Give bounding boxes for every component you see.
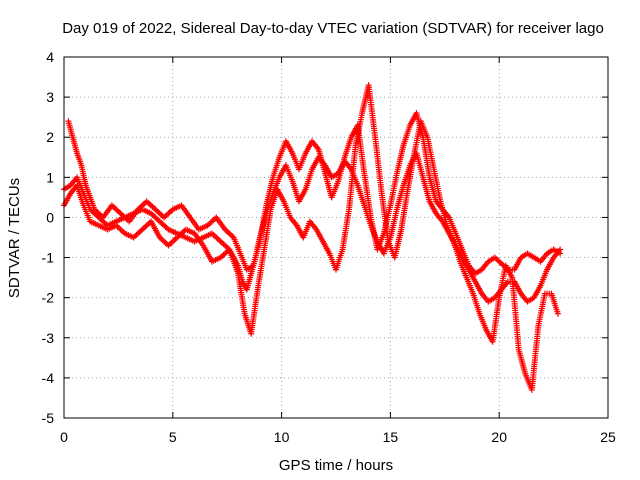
x-tick-label: 10 — [274, 429, 290, 445]
series-band-c — [65, 110, 564, 277]
x-axis-label: GPS time / hours — [279, 457, 393, 474]
y-tick-label: 1 — [46, 169, 54, 185]
x-tick-label: 25 — [600, 429, 616, 445]
y-tick-label: -1 — [42, 250, 55, 266]
series-band-b — [61, 82, 561, 393]
y-tick-label: -2 — [42, 290, 55, 306]
y-tick-label: -5 — [42, 410, 55, 426]
y-tick-label: 2 — [46, 129, 54, 145]
y-tick-label: 4 — [46, 49, 54, 65]
data-point — [554, 310, 561, 317]
axis-ticks: 0 5 10 15 20 25 -5 -4 -3 -2 -1 0 1 2 3 4 — [42, 49, 616, 445]
y-tick-label: 0 — [46, 209, 54, 225]
chart-title: Day 019 of 2022, Sidereal Day-to-day VTE… — [62, 20, 604, 37]
data-points — [61, 82, 564, 393]
x-tick-label: 0 — [60, 429, 68, 445]
y-tick-label: -4 — [42, 370, 55, 386]
y-axis-label: SDTVAR / TECUs — [6, 178, 23, 298]
y-tick-label: -3 — [42, 330, 55, 346]
plot-frame — [63, 56, 609, 419]
y-tick-label: 3 — [46, 89, 54, 105]
x-tick-label: 15 — [383, 429, 399, 445]
grid-lines — [64, 57, 608, 418]
x-tick-label: 20 — [491, 429, 507, 445]
x-tick-label: 5 — [169, 429, 177, 445]
data-point — [557, 250, 564, 257]
